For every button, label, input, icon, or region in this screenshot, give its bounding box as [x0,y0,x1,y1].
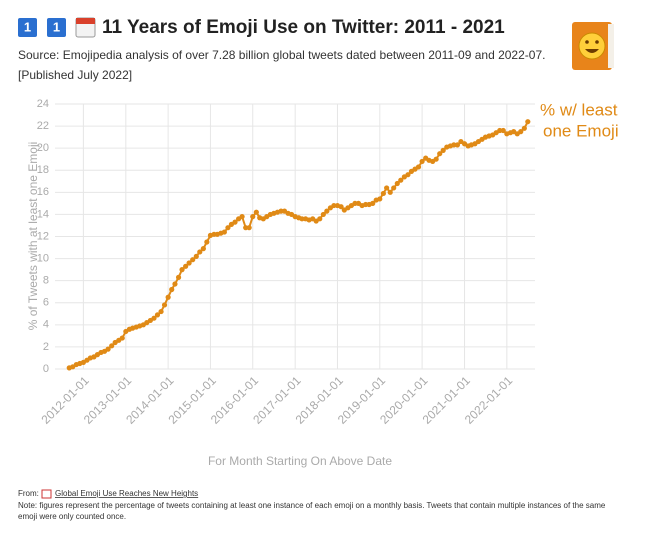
y-tick-label: 0 [43,363,49,375]
point [525,119,531,125]
note: emoji were only counted once. [18,512,126,521]
line [68,121,529,369]
point [370,200,376,206]
point [165,294,171,300]
point [437,151,443,157]
source-link[interactable]: Global Emoji Use Reaches New Heights [55,489,198,498]
point [500,127,506,134]
point [331,202,337,209]
icon-calendar-top [76,18,95,24]
point [239,214,245,220]
point [190,257,196,263]
subtitle: Source: Emojipedia analysis of over 7.28… [18,48,545,62]
icon-glyph: 1 [24,19,31,34]
point [521,125,527,131]
chart-title: 11 Years of Emoji Use on Twitter: 2011 -… [102,17,505,38]
point [175,274,182,280]
link-icon [41,489,52,499]
y-tick-label: 8 [43,275,49,287]
point [317,216,323,222]
y-tick-label: 10 [37,252,49,264]
icon-glyph: 1 [53,19,60,34]
point [109,343,115,349]
y-tick-label: 4 [43,319,49,331]
point [384,185,390,191]
annotation: one Emoji [543,121,619,140]
point [200,246,206,252]
point [440,147,446,153]
point [320,211,326,218]
point [518,129,524,135]
point [158,308,164,315]
y-tick-label: 14 [37,208,49,220]
point [232,219,238,225]
point [105,346,111,352]
point [193,253,199,259]
icon-one [18,18,37,37]
point [119,335,125,341]
annotation: % w/ least [540,100,618,119]
point [183,263,189,269]
published: [Published July 2022] [18,68,132,82]
point [377,196,383,202]
point [253,209,259,215]
point [419,158,425,165]
y-tick-label: 22 [37,120,49,132]
point [169,286,175,293]
point [338,204,344,210]
point [154,312,161,318]
y-tick-label: 2 [43,341,49,353]
x-axis-label: For Month Starting On Above Date [208,454,392,468]
point [246,225,252,231]
y-tick-label: 24 [37,98,49,110]
point [151,315,157,321]
point [299,216,305,222]
point [454,142,461,148]
point [179,267,185,273]
note: Note: figures represent the percentage o… [18,501,606,510]
point [221,229,227,235]
source-prefix: From: [18,489,39,498]
point [394,180,400,187]
point [405,172,411,178]
point [387,189,393,195]
point [172,281,178,287]
point [186,260,192,266]
point [433,156,439,162]
y-tick-label: 16 [37,186,49,198]
point [324,208,330,214]
point [380,190,386,197]
point [197,249,203,255]
point [204,239,210,245]
point [161,302,168,308]
y-axis-label: % of Tweets with at least one Emoji [26,142,40,331]
y-tick-label: 12 [37,230,49,242]
y-tick-label: 20 [37,142,49,154]
point [391,185,397,191]
point [451,142,457,148]
point [415,164,422,170]
icon-book [572,22,614,70]
y-tick-label: 18 [37,164,49,176]
y-tick-label: 6 [43,297,49,309]
point [398,177,404,183]
icon-one [47,18,66,37]
point [225,225,231,231]
point [250,214,256,220]
